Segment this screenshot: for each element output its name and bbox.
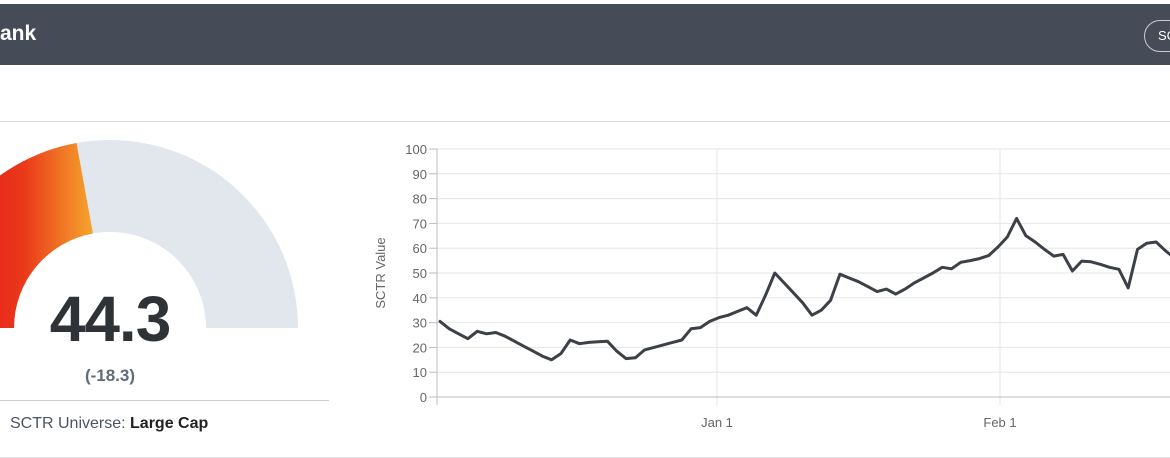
y-tick-label: 60 (413, 241, 427, 256)
app-header: ank SC (0, 4, 1170, 65)
header-action-button[interactable]: SC (1144, 20, 1170, 52)
section-divider (0, 121, 1170, 122)
universe-label: SCTR Universe: (10, 415, 126, 432)
sctr-change: (-18.3) (84, 366, 136, 385)
sctr-series-line (438, 216, 1170, 362)
gauge-fill (0, 143, 93, 328)
sctr-gauge (0, 140, 298, 328)
x-tick-label: Feb 1 (983, 415, 1016, 430)
sctr-universe: SCTR Universe: Large Cap (10, 415, 208, 433)
y-tick-label: 80 (413, 192, 427, 207)
gauge-divider (0, 400, 329, 401)
page-title: ank (0, 22, 37, 45)
y-tick-label: 40 (413, 291, 427, 306)
y-tick-label: 90 (413, 167, 427, 182)
sctr-value: 44.3 (49, 283, 172, 355)
y-tick-label: 70 (413, 216, 427, 231)
y-tick-label: 30 (413, 316, 427, 331)
y-tick-label: 20 (413, 340, 427, 355)
y-tick-label: 50 (413, 266, 427, 281)
x-tick-label: Jan 1 (701, 415, 733, 430)
y-tick-label: 10 (413, 365, 427, 380)
y-axis-label: SCTR Value (373, 237, 388, 308)
universe-value: Large Cap (130, 415, 209, 432)
y-tick-label: 100 (405, 142, 427, 157)
y-tick-label: 0 (420, 390, 427, 405)
